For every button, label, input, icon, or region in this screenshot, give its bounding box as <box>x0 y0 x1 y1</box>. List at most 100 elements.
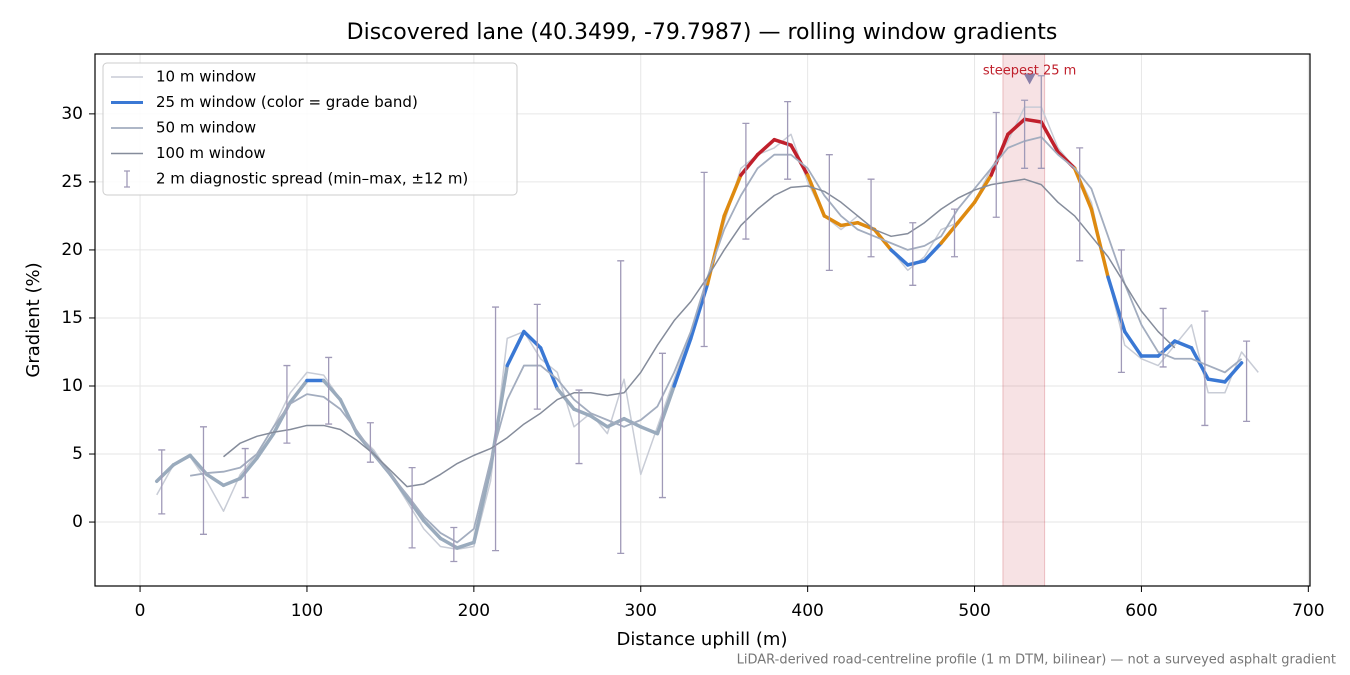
legend-label: 50 m window <box>156 119 256 137</box>
spread-bar <box>241 447 249 499</box>
spread-bar <box>366 422 374 463</box>
gradient-segment <box>989 132 1010 177</box>
gradient-segment <box>422 518 443 541</box>
gradient-segment <box>321 378 343 402</box>
x-tick-label: 0 <box>135 601 146 621</box>
gradient-segment <box>155 463 176 483</box>
chart-title: Discovered lane (40.3499, -79.7987) — ro… <box>347 20 1058 45</box>
spread-bar <box>909 222 917 286</box>
gradient-segment <box>505 329 526 368</box>
gradient-segment <box>1206 377 1227 384</box>
gradient-segment <box>1223 361 1244 384</box>
x-tick-label: 200 <box>458 601 490 621</box>
spread-bar <box>283 364 291 444</box>
gradient-segment <box>1089 207 1110 279</box>
steepest-marker <box>1023 73 1036 85</box>
spread-bar <box>867 178 875 258</box>
legend-label: 10 m window <box>156 68 256 86</box>
gradient-segment <box>1123 329 1144 358</box>
footnote: LiDAR-derived road-centreline profile (1… <box>737 653 1336 668</box>
gradient-segment <box>288 378 309 405</box>
series-line <box>223 178 1176 488</box>
gradient-segment <box>171 453 192 467</box>
highlight-label: steepest 25 m <box>983 64 1076 79</box>
gradient-segment <box>906 259 927 267</box>
spread-bar <box>450 526 458 563</box>
plot-frame <box>94 53 1311 587</box>
x-tick-label: 300 <box>625 601 657 621</box>
gradient-segment <box>755 137 777 157</box>
spread-bar <box>784 100 792 180</box>
spread-bar <box>700 171 708 348</box>
legend-label: 100 m window <box>156 144 266 162</box>
spread-bar <box>408 466 416 549</box>
y-tick-label: 10 <box>61 376 83 396</box>
spread-bar <box>325 356 333 425</box>
spread-bar <box>617 260 625 554</box>
gradient-segment <box>555 386 576 411</box>
spread-bar <box>492 306 500 552</box>
y-tick-label: 25 <box>61 172 83 192</box>
x-tick-label: 400 <box>791 601 823 621</box>
spread-bar <box>1201 310 1209 427</box>
gradient-segment <box>538 346 560 391</box>
spread-bar <box>1243 340 1251 423</box>
spread-bar <box>992 111 1000 218</box>
spread-bar <box>533 303 541 410</box>
y-tick-label: 30 <box>61 104 83 124</box>
gradient-segment <box>455 540 476 550</box>
gradient-segment <box>722 173 743 218</box>
gradient-segment <box>956 200 977 225</box>
legend-box <box>102 62 518 196</box>
gradient-segment <box>1173 339 1194 350</box>
x-tick-label: 100 <box>291 601 323 621</box>
spread-bar <box>1117 249 1125 374</box>
gradient-segment <box>805 173 827 218</box>
gradient-segment <box>1022 117 1044 124</box>
legend-label: 2 m diagnostic spread (min–max, ±12 m) <box>156 170 468 188</box>
gradient-segment <box>1006 117 1027 137</box>
spread-bar <box>658 352 666 499</box>
gradient-segment <box>739 152 760 177</box>
x-tick-label: 500 <box>958 601 990 621</box>
gradient-segment <box>889 248 910 267</box>
spread-bar <box>1037 75 1045 169</box>
x-tick-label: 700 <box>1292 601 1324 621</box>
y-axis-label: Gradient (%) <box>23 262 44 377</box>
y-tick-label: 5 <box>72 444 83 464</box>
gradient-segment <box>922 241 943 263</box>
gradient-segment <box>588 414 610 429</box>
gradient-segment <box>839 220 860 228</box>
gradient-segment <box>822 214 843 228</box>
spread-bar <box>575 389 583 465</box>
gradient-segment <box>638 425 660 436</box>
gradient-segment <box>221 476 242 488</box>
legend-label: 25 m window (color = grade band) <box>156 93 418 111</box>
spread-bar <box>1159 307 1167 368</box>
spread-bar <box>825 154 833 271</box>
gradient-segment <box>972 173 993 205</box>
y-tick-label: 20 <box>61 240 83 260</box>
spread-bar <box>199 426 207 535</box>
gradient-segment <box>655 384 676 436</box>
series-line <box>189 136 1243 544</box>
gradient-segment <box>205 472 226 488</box>
y-tick-label: 0 <box>72 512 83 532</box>
x-tick-label: 600 <box>1125 601 1157 621</box>
spread-bar <box>1021 99 1029 169</box>
gradient-segment <box>1039 120 1060 154</box>
gradient-segment <box>238 456 259 481</box>
spread-bar <box>1076 147 1084 262</box>
y-tick-label: 15 <box>61 308 83 328</box>
legend-swatch <box>124 170 130 188</box>
gradient-segment <box>405 495 426 523</box>
x-axis-label: Distance uphill (m) <box>617 629 788 650</box>
gradient-segment <box>1072 166 1094 211</box>
gradient-segment <box>572 407 593 418</box>
spread-bar <box>951 208 959 258</box>
gradient-segment <box>672 336 693 388</box>
gradient-segment <box>789 143 810 177</box>
gradient-segment <box>255 431 276 460</box>
